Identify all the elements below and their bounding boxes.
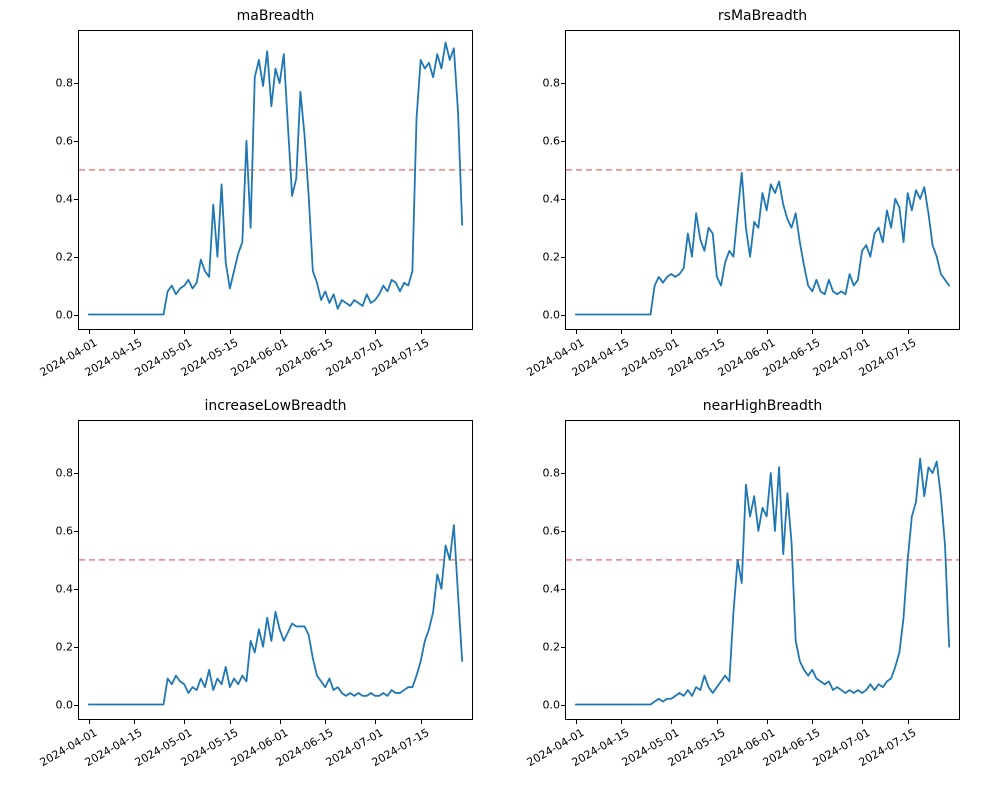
plot-area: 0.00.20.40.60.82024-04-012024-04-152024-… <box>565 420 960 720</box>
subplot-maBreadth: maBreadth0.00.20.40.60.82024-04-012024-0… <box>78 30 473 330</box>
ytick-label: 0.0 <box>56 698 80 711</box>
data-line <box>89 43 462 315</box>
plot-svg <box>566 421 959 719</box>
plot-svg <box>79 421 472 719</box>
subplot-title: nearHighBreadth <box>565 398 960 414</box>
subplot-increaseLowBreadth: increaseLowBreadth0.00.20.40.60.82024-04… <box>78 420 473 720</box>
subplot-title: rsMaBreadth <box>565 8 960 24</box>
ytick-label: 0.6 <box>543 524 567 537</box>
ytick-label: 0.4 <box>56 582 80 595</box>
data-line <box>576 173 949 315</box>
data-line <box>576 459 949 705</box>
plot-svg <box>79 31 472 329</box>
ytick-label: 0.4 <box>56 192 80 205</box>
subplot-title: increaseLowBreadth <box>78 398 473 414</box>
figure: maBreadth 0.00.20.40.60.82024-04-012024-0… <box>0 0 1000 800</box>
ytick-label: 0.2 <box>56 640 80 653</box>
ytick-label: 0.6 <box>56 134 80 147</box>
plot-area: 0.00.20.40.60.82024-04-012024-04-152024-… <box>78 30 473 330</box>
ytick-label: 0.6 <box>56 524 80 537</box>
ytick-label: 0.8 <box>543 467 567 480</box>
ytick-label: 0.8 <box>56 77 80 90</box>
ytick-label: 0.2 <box>56 250 80 263</box>
plot-area: 0.00.20.40.60.82024-04-012024-04-152024-… <box>565 30 960 330</box>
ytick-label: 0.6 <box>543 134 567 147</box>
ytick-label: 0.2 <box>543 250 567 263</box>
ytick-label: 0.0 <box>56 308 80 321</box>
ytick-label: 0.8 <box>56 467 80 480</box>
ytick-label: 0.4 <box>543 192 567 205</box>
subplot-rsMaBreadth: rsMaBreadth0.00.20.40.60.82024-04-012024… <box>565 30 960 330</box>
ytick-label: 0.2 <box>543 640 567 653</box>
ytick-label: 0.8 <box>543 77 567 90</box>
plot-area: 0.00.20.40.60.82024-04-012024-04-152024-… <box>78 420 473 720</box>
subplot-nearHighBreadth: nearHighBreadth0.00.20.40.60.82024-04-01… <box>565 420 960 720</box>
plot-svg <box>566 31 959 329</box>
subplot-title: maBreadth <box>78 8 473 24</box>
ytick-label: 0.0 <box>543 698 567 711</box>
ytick-label: 0.4 <box>543 582 567 595</box>
ytick-label: 0.0 <box>543 308 567 321</box>
data-line <box>89 525 462 704</box>
